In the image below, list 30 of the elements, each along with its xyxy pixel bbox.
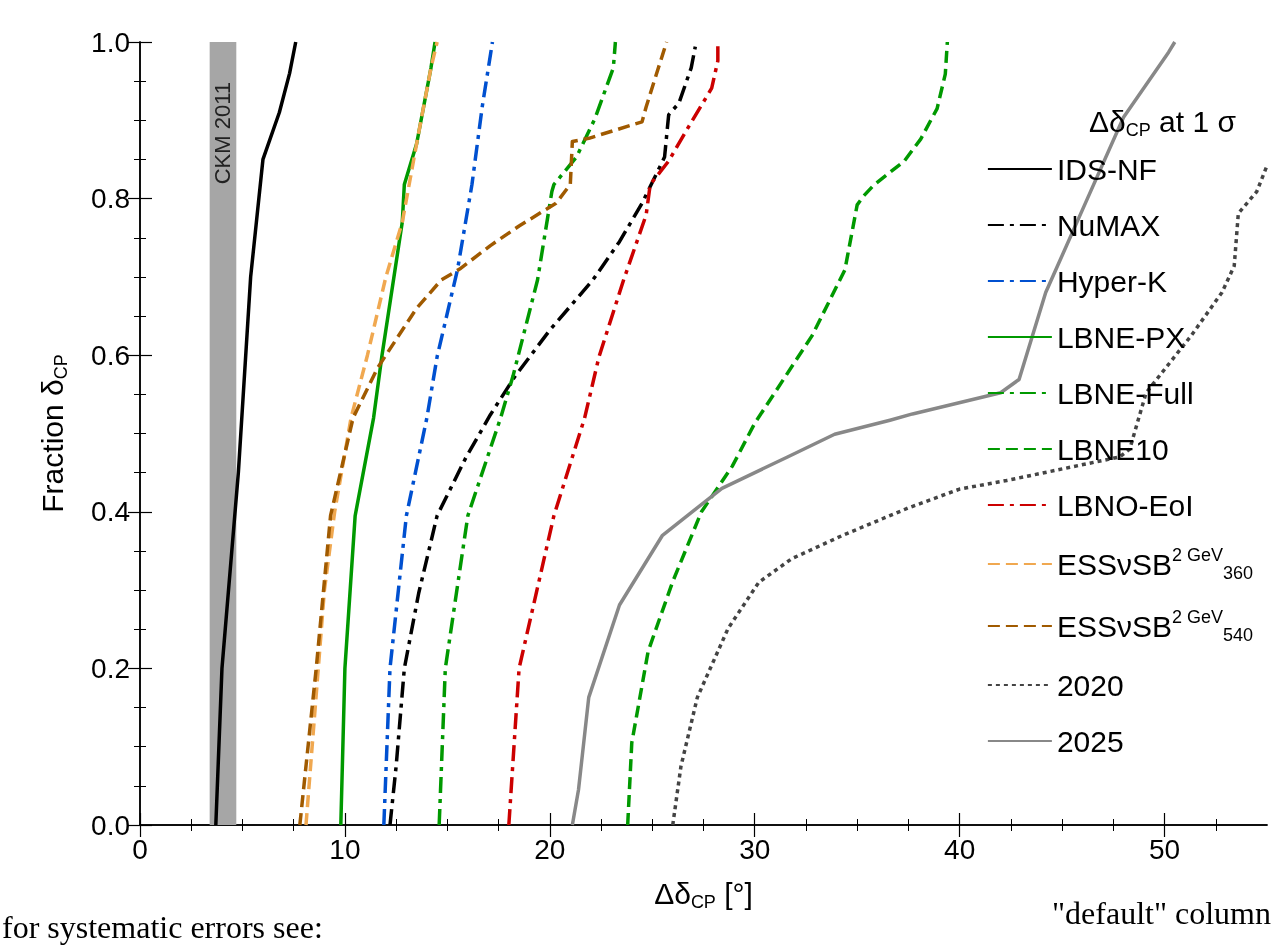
legend-label: LBNE10 bbox=[1056, 432, 1169, 466]
y-axis-title: Fraction δCP bbox=[35, 354, 71, 513]
text: for systematic errors see: bbox=[2, 909, 323, 945]
legend-label: Hyper-K bbox=[1056, 264, 1167, 298]
legend-label: NuMAX bbox=[1056, 208, 1161, 242]
legend-label: LBNE-Full bbox=[1056, 376, 1194, 410]
text: "default" column bbox=[1052, 895, 1271, 931]
x-tick-label: 0 bbox=[132, 833, 148, 865]
legend-label: 2025 bbox=[1056, 724, 1124, 758]
x-tick-label: 10 bbox=[329, 833, 361, 865]
legend-label: IDS-NF bbox=[1056, 152, 1157, 186]
y-tick-label: 0.6 bbox=[91, 339, 130, 371]
legend-label: LBNO-EoI bbox=[1056, 488, 1194, 522]
line-series bbox=[298, 40, 669, 827]
y-tick-label: 0.8 bbox=[91, 183, 130, 215]
x-tick-label: 40 bbox=[944, 833, 976, 865]
y-tick-label: 0.4 bbox=[91, 496, 130, 528]
x-tick-label: 30 bbox=[739, 833, 771, 865]
x-tick-label: 50 bbox=[1148, 833, 1181, 865]
band-label: CKM 2011 bbox=[210, 82, 236, 185]
y-tick-label: 1.0 bbox=[91, 26, 130, 58]
line-series bbox=[304, 40, 439, 827]
legend-label: LBNE-PX bbox=[1056, 320, 1186, 354]
line-series bbox=[625, 40, 950, 827]
y-tick-label: 0.0 bbox=[91, 809, 130, 841]
line-series bbox=[437, 40, 618, 827]
legend-label: 2020 bbox=[1056, 668, 1124, 702]
line-series bbox=[382, 40, 495, 827]
x-tick-label: 20 bbox=[534, 833, 566, 865]
y-tick-label: 0.2 bbox=[91, 652, 130, 684]
